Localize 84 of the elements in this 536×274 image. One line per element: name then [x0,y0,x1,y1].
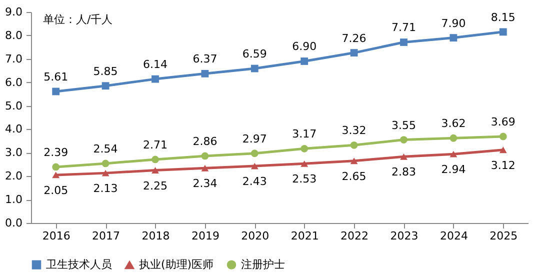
point [250,162,258,170]
point [201,70,209,78]
x-tick-label: 2024 [440,230,468,242]
x-tick-label: 2018 [142,230,170,242]
point [450,150,458,158]
data-label: 2.05 [44,184,68,197]
point [499,132,507,140]
data-label: 7.71 [392,21,416,34]
data-label: 2.54 [93,142,118,156]
data-label: 2.39 [44,146,68,159]
data-label: 3.17 [292,128,317,141]
y-tick-label: 2.0 [5,170,22,183]
x-tick-label: 2023 [390,230,418,242]
point [450,34,458,42]
x-tick-label: 2017 [92,230,120,242]
point [152,75,159,83]
legend-label: 卫生技术人员 [46,258,112,271]
data-label: 2.65 [342,170,366,183]
y-tick-label: 4.0 [5,122,22,136]
data-label: 3.55 [392,118,416,132]
point [350,49,358,56]
y-tick-label: 5.0 [5,99,22,112]
legend-label: 注册护士 [241,258,285,271]
data-label: 7.26 [342,32,366,45]
point [102,160,110,168]
point [102,170,110,176]
point [450,134,458,142]
point [201,152,209,160]
x-tick-label: 2020 [241,230,270,242]
point [400,38,408,46]
point [300,144,308,152]
data-label: 3.32 [342,124,366,138]
data-label: 6.59 [242,48,267,60]
point [201,164,209,172]
point [400,153,408,160]
x-tick-label: 2016 [42,230,70,242]
data-label: 2.13 [93,182,118,196]
data-label: 8.15 [490,10,516,24]
point [300,160,308,167]
point [350,158,358,164]
y-tick-label: 9.0 [5,6,22,18]
data-label: 6.14 [143,58,168,72]
point [350,141,358,149]
y-tick-label: 3.0 [5,146,22,160]
data-label: 2.43 [242,175,267,188]
point [52,88,60,96]
point [499,146,507,154]
point [250,150,258,158]
point [250,64,258,72]
point [52,163,60,171]
point [400,136,408,144]
legend-label: 执业(助理)医师 [139,258,214,272]
data-label: 2.71 [143,138,168,152]
data-label: 3.69 [490,115,516,128]
point [152,156,159,164]
data-label: 2.86 [192,134,218,148]
y-tick-label: 8.0 [5,28,22,42]
x-tick-label: 2022 [340,230,369,242]
y-tick-label: 6.0 [5,76,22,89]
annotation: 单位：人/千人 [43,13,113,26]
point [52,172,60,178]
y-tick-label: 1.0 [5,193,22,206]
data-label: 3.62 [441,117,466,130]
point [300,58,308,65]
data-label: 2.34 [192,177,218,190]
data-label: 5.61 [44,70,68,84]
y-tick-label: 7.0 [5,52,22,66]
data-label: 2.94 [441,163,466,176]
x-tick-label: 2025 [490,230,518,242]
data-label: 2.83 [392,166,416,179]
data-label: 6.90 [292,40,317,54]
data-label: 6.37 [192,52,218,66]
data-label: 5.85 [93,64,118,78]
x-tick-label: 2021 [290,230,319,242]
x-tick-label: 2019 [191,230,220,242]
data-label: 2.97 [242,132,267,146]
point [152,167,159,174]
data-label: 2.53 [292,172,317,186]
data-label: 7.90 [441,16,466,30]
point [499,28,507,36]
data-label: 2.25 [143,179,168,192]
data-label: 3.12 [490,158,516,172]
point [102,82,110,90]
y-tick-label: 0.0 [5,216,22,230]
